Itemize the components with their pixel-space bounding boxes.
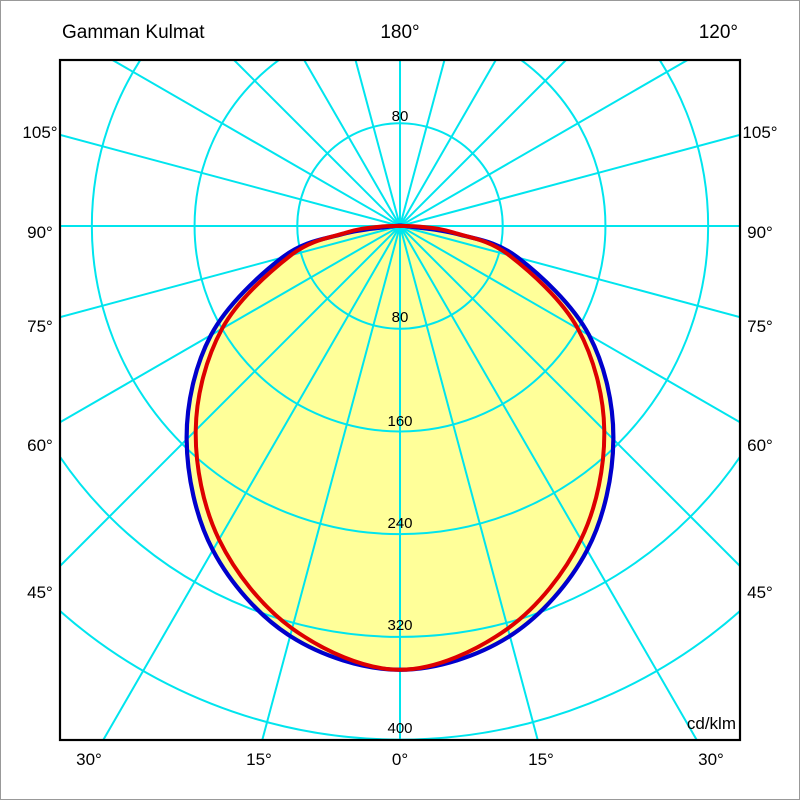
svg-text:15°: 15°: [246, 750, 272, 769]
svg-text:0°: 0°: [392, 750, 408, 769]
svg-text:30°: 30°: [698, 750, 724, 769]
svg-text:180°: 180°: [380, 22, 419, 43]
svg-text:15°: 15°: [528, 750, 554, 769]
svg-text:240: 240: [387, 515, 412, 532]
svg-text:Gamman Kulmat: Gamman Kulmat: [62, 22, 205, 43]
svg-text:400: 400: [387, 720, 412, 737]
svg-text:30°: 30°: [76, 750, 102, 769]
svg-text:45°: 45°: [27, 583, 53, 602]
svg-text:75°: 75°: [747, 317, 773, 336]
svg-text:90°: 90°: [747, 223, 773, 242]
svg-text:60°: 60°: [27, 436, 53, 455]
svg-text:120°: 120°: [699, 22, 738, 43]
svg-text:80: 80: [392, 108, 409, 125]
svg-text:60°: 60°: [747, 436, 773, 455]
svg-text:90°: 90°: [27, 223, 53, 242]
svg-text:320: 320: [387, 617, 412, 634]
svg-text:160: 160: [387, 413, 412, 430]
svg-text:80: 80: [392, 309, 409, 326]
svg-text:75°: 75°: [27, 317, 53, 336]
svg-text:105°: 105°: [22, 123, 57, 142]
svg-text:cd/klm: cd/klm: [687, 714, 736, 733]
svg-text:45°: 45°: [747, 583, 773, 602]
svg-text:105°: 105°: [742, 123, 777, 142]
